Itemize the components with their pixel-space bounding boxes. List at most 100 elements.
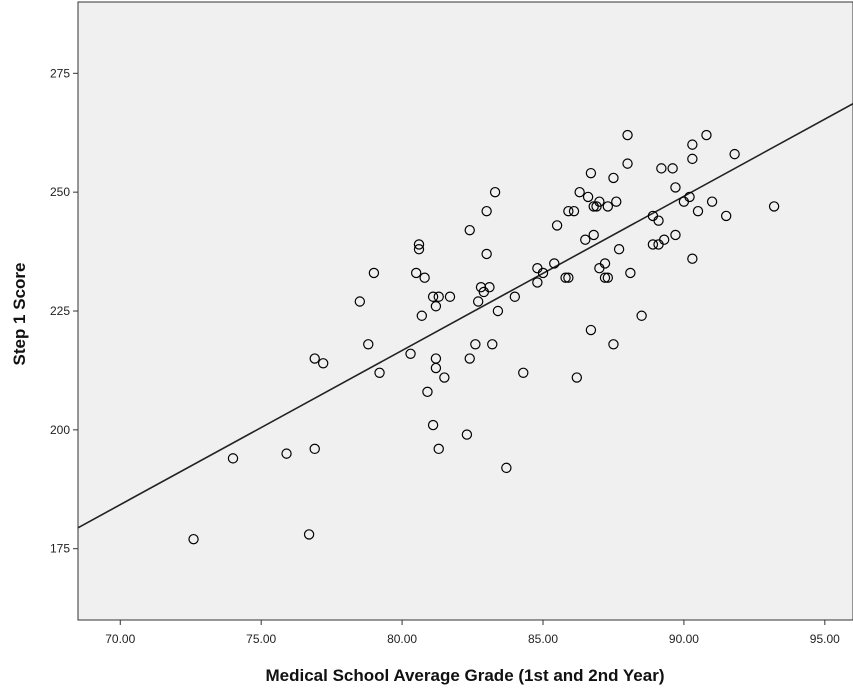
data-point <box>580 234 591 245</box>
y-tick-label: 225 <box>50 304 70 318</box>
data-point <box>551 220 563 231</box>
data-point <box>484 282 495 293</box>
x-tick-label: 70.00 <box>105 632 135 646</box>
data-point <box>574 186 585 198</box>
data-point <box>670 182 681 193</box>
x-axis-title: Medical School Average Grade (1st and 2n… <box>265 666 664 685</box>
data-point <box>687 253 698 264</box>
x-tick-label: 90.00 <box>669 632 699 646</box>
data-point <box>303 529 315 540</box>
data-point <box>599 258 611 269</box>
data-point <box>568 205 580 217</box>
data-point <box>636 310 647 321</box>
data-point <box>413 239 425 250</box>
data-point <box>444 291 456 302</box>
data-point <box>667 163 678 174</box>
data-point <box>602 201 614 212</box>
data-point <box>571 372 583 383</box>
data-point <box>701 129 712 141</box>
x-tick-label: 75.00 <box>246 632 276 646</box>
data-point <box>481 205 492 217</box>
data-point <box>687 153 698 165</box>
data-point <box>560 272 571 283</box>
data-point <box>405 348 416 359</box>
data-point <box>470 339 481 350</box>
y-tick-label: 250 <box>50 185 70 199</box>
plot-area <box>77 1 853 621</box>
fit-line <box>77 103 853 529</box>
data-point <box>656 163 667 174</box>
data-points-layer <box>188 129 780 545</box>
x-axis: 70.00 75.00 80.00 85.00 90.00 95.00 <box>105 620 840 646</box>
data-point <box>422 386 433 398</box>
data-point <box>433 291 444 302</box>
data-point <box>684 191 695 203</box>
data-point <box>706 196 718 207</box>
y-axis: 175 200 225 250 275 <box>50 66 78 556</box>
data-point <box>588 229 599 241</box>
data-point <box>594 196 605 207</box>
data-point <box>768 201 780 212</box>
data-point <box>622 129 633 141</box>
data-point <box>472 296 484 307</box>
data-point <box>585 324 597 336</box>
data-point <box>611 196 622 207</box>
y-axis-title: Step 1 Score <box>10 263 29 366</box>
data-point <box>439 372 450 383</box>
data-point <box>368 267 380 279</box>
data-point <box>492 305 504 317</box>
data-point <box>518 367 529 378</box>
data-point <box>487 339 498 350</box>
data-point <box>720 210 732 222</box>
data-point <box>613 243 625 255</box>
data-point <box>309 443 320 455</box>
data-point <box>585 167 597 179</box>
x-tick-label: 85.00 <box>528 632 558 646</box>
data-point <box>481 248 492 260</box>
data-point <box>658 234 670 245</box>
data-point <box>670 229 681 241</box>
data-point <box>464 353 475 364</box>
data-point <box>582 191 594 203</box>
data-point <box>625 267 636 279</box>
data-point <box>729 148 740 160</box>
data-point <box>427 291 439 302</box>
data-point <box>608 172 619 184</box>
data-point <box>692 205 704 217</box>
x-tick-label: 80.00 <box>387 632 417 646</box>
data-point <box>430 353 442 364</box>
data-point <box>549 258 560 269</box>
data-point <box>537 267 549 279</box>
data-point <box>433 443 444 455</box>
data-point <box>416 310 428 321</box>
data-point <box>427 419 439 431</box>
data-point <box>413 243 425 255</box>
fit-line-layer <box>77 103 853 529</box>
data-point <box>501 462 512 474</box>
data-point <box>599 272 611 283</box>
x-tick-label: 95.00 <box>810 632 840 646</box>
data-point <box>354 296 366 307</box>
data-point <box>309 353 320 364</box>
data-point <box>410 267 422 279</box>
data-point <box>602 272 614 283</box>
data-point <box>419 272 430 283</box>
data-point <box>227 453 239 464</box>
data-point <box>281 448 292 459</box>
data-point <box>687 139 698 150</box>
data-point <box>374 367 385 378</box>
data-point <box>489 186 501 198</box>
data-point <box>647 239 659 250</box>
data-point <box>464 224 475 236</box>
data-point <box>509 291 521 302</box>
data-point <box>532 277 543 288</box>
data-point <box>622 158 633 169</box>
data-point <box>563 205 574 217</box>
data-point <box>461 429 473 440</box>
data-point <box>363 339 374 350</box>
data-point <box>563 272 574 283</box>
y-tick-label: 175 <box>50 542 70 556</box>
data-point <box>430 301 442 312</box>
y-tick-label: 275 <box>50 66 70 80</box>
